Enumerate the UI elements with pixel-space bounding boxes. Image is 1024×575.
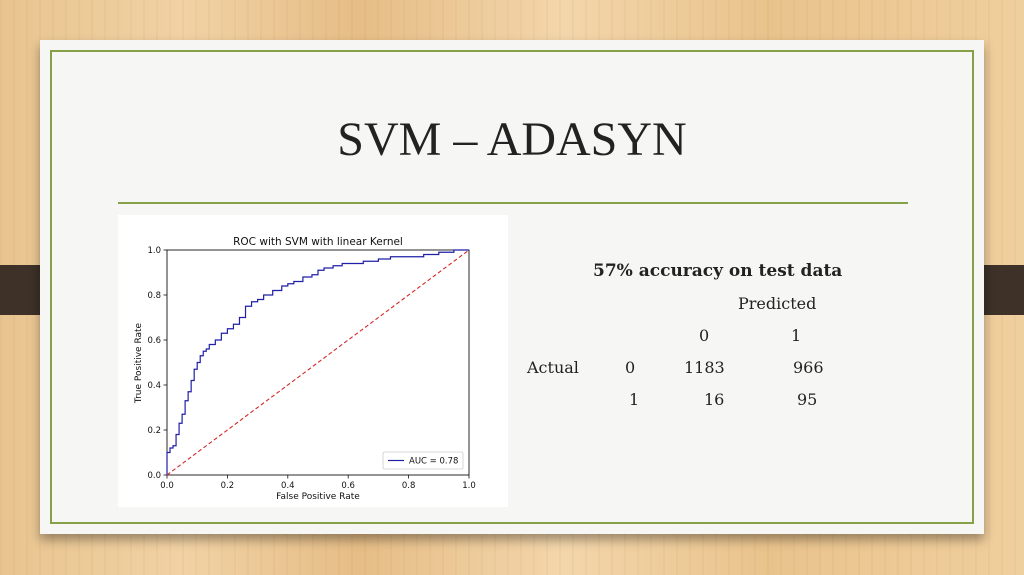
slide-frame xyxy=(50,50,974,524)
actual-row-0: 0 xyxy=(625,358,636,377)
roc-chart-svg: ROC with SVM with linear Kernel False Po… xyxy=(134,236,476,502)
legend-label: AUC = 0.78 xyxy=(409,457,458,467)
predicted-col-0: 0 xyxy=(699,326,710,345)
slide-title: SVM – ADASYN xyxy=(337,113,687,166)
plot-frame xyxy=(166,249,470,476)
y-tick-label: 0.2 xyxy=(147,426,161,436)
predicted-col-1: 1 xyxy=(791,326,802,345)
x-tick-label: 0.8 xyxy=(402,481,416,491)
y-tick-label: 0.6 xyxy=(147,336,161,346)
x-tick-label: 0.2 xyxy=(221,481,235,491)
x-axis-label: False Positive Rate xyxy=(276,492,360,502)
y-tick-label: 1.0 xyxy=(147,246,161,256)
slide: SVM – ADASYN ROC with SVM with linear Ke… xyxy=(40,40,984,534)
matrix-cell-1-0: 16 xyxy=(704,390,725,409)
actual-label: Actual xyxy=(527,358,579,377)
matrix-cell-0-0: 1183 xyxy=(684,358,725,377)
y-tick-label: 0.8 xyxy=(147,291,161,301)
y-axis-label: True Positive Rate xyxy=(134,322,144,404)
actual-row-1: 1 xyxy=(629,390,640,409)
roc-curve-line xyxy=(166,249,469,475)
predicted-label: Predicted xyxy=(738,294,817,313)
title-divider xyxy=(118,202,908,204)
x-tick-label: 0.0 xyxy=(160,481,174,491)
chart-title: ROC with SVM with linear Kernel xyxy=(233,236,403,248)
legend-box xyxy=(382,451,464,470)
x-tick-label: 1.0 xyxy=(462,481,476,491)
y-tick-label: 0.4 xyxy=(147,381,161,391)
accuracy-text: 57% accuracy on test data xyxy=(593,261,843,281)
x-tick-label: 0.6 xyxy=(341,481,355,491)
matrix-cell-0-1: 966 xyxy=(793,358,824,377)
plot-area: 0.0 0.2 0.4 0.6 0.8 1.0 0.0 0.2 0.4 0.6 0.8 1.0 AUC … xyxy=(147,246,475,491)
roc-chart: ROC with SVM with linear Kernel False Po… xyxy=(118,215,508,507)
y-tick-label: 0.0 xyxy=(147,471,161,481)
x-tick-label: 0.4 xyxy=(281,481,295,491)
chance-diagonal-line xyxy=(166,249,470,476)
matrix-cell-1-1: 95 xyxy=(797,390,818,409)
